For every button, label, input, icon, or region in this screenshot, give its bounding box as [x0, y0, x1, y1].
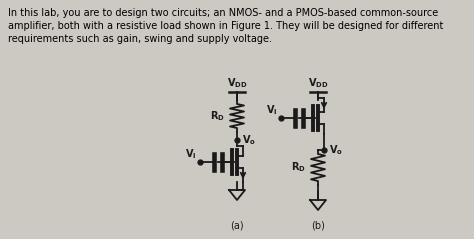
- Text: $\mathbf{V_o}$: $\mathbf{V_o}$: [329, 143, 343, 157]
- Text: (b): (b): [311, 220, 325, 230]
- Text: $\mathbf{V_{DD}}$: $\mathbf{V_{DD}}$: [227, 76, 247, 90]
- Text: $\mathbf{V_i}$: $\mathbf{V_i}$: [266, 103, 278, 117]
- Text: $\mathbf{V_i}$: $\mathbf{V_i}$: [185, 147, 197, 161]
- Text: $\mathbf{R_D}$: $\mathbf{R_D}$: [210, 109, 225, 123]
- Text: $\mathbf{V_o}$: $\mathbf{V_o}$: [242, 133, 256, 147]
- Text: In this lab, you are to design two circuits; an NMOS- and a PMOS-based common-so: In this lab, you are to design two circu…: [8, 8, 443, 44]
- Text: $\mathbf{V_{DD}}$: $\mathbf{V_{DD}}$: [308, 76, 328, 90]
- Text: $\mathbf{R_D}$: $\mathbf{R_D}$: [291, 161, 306, 174]
- Text: (a): (a): [230, 220, 244, 230]
